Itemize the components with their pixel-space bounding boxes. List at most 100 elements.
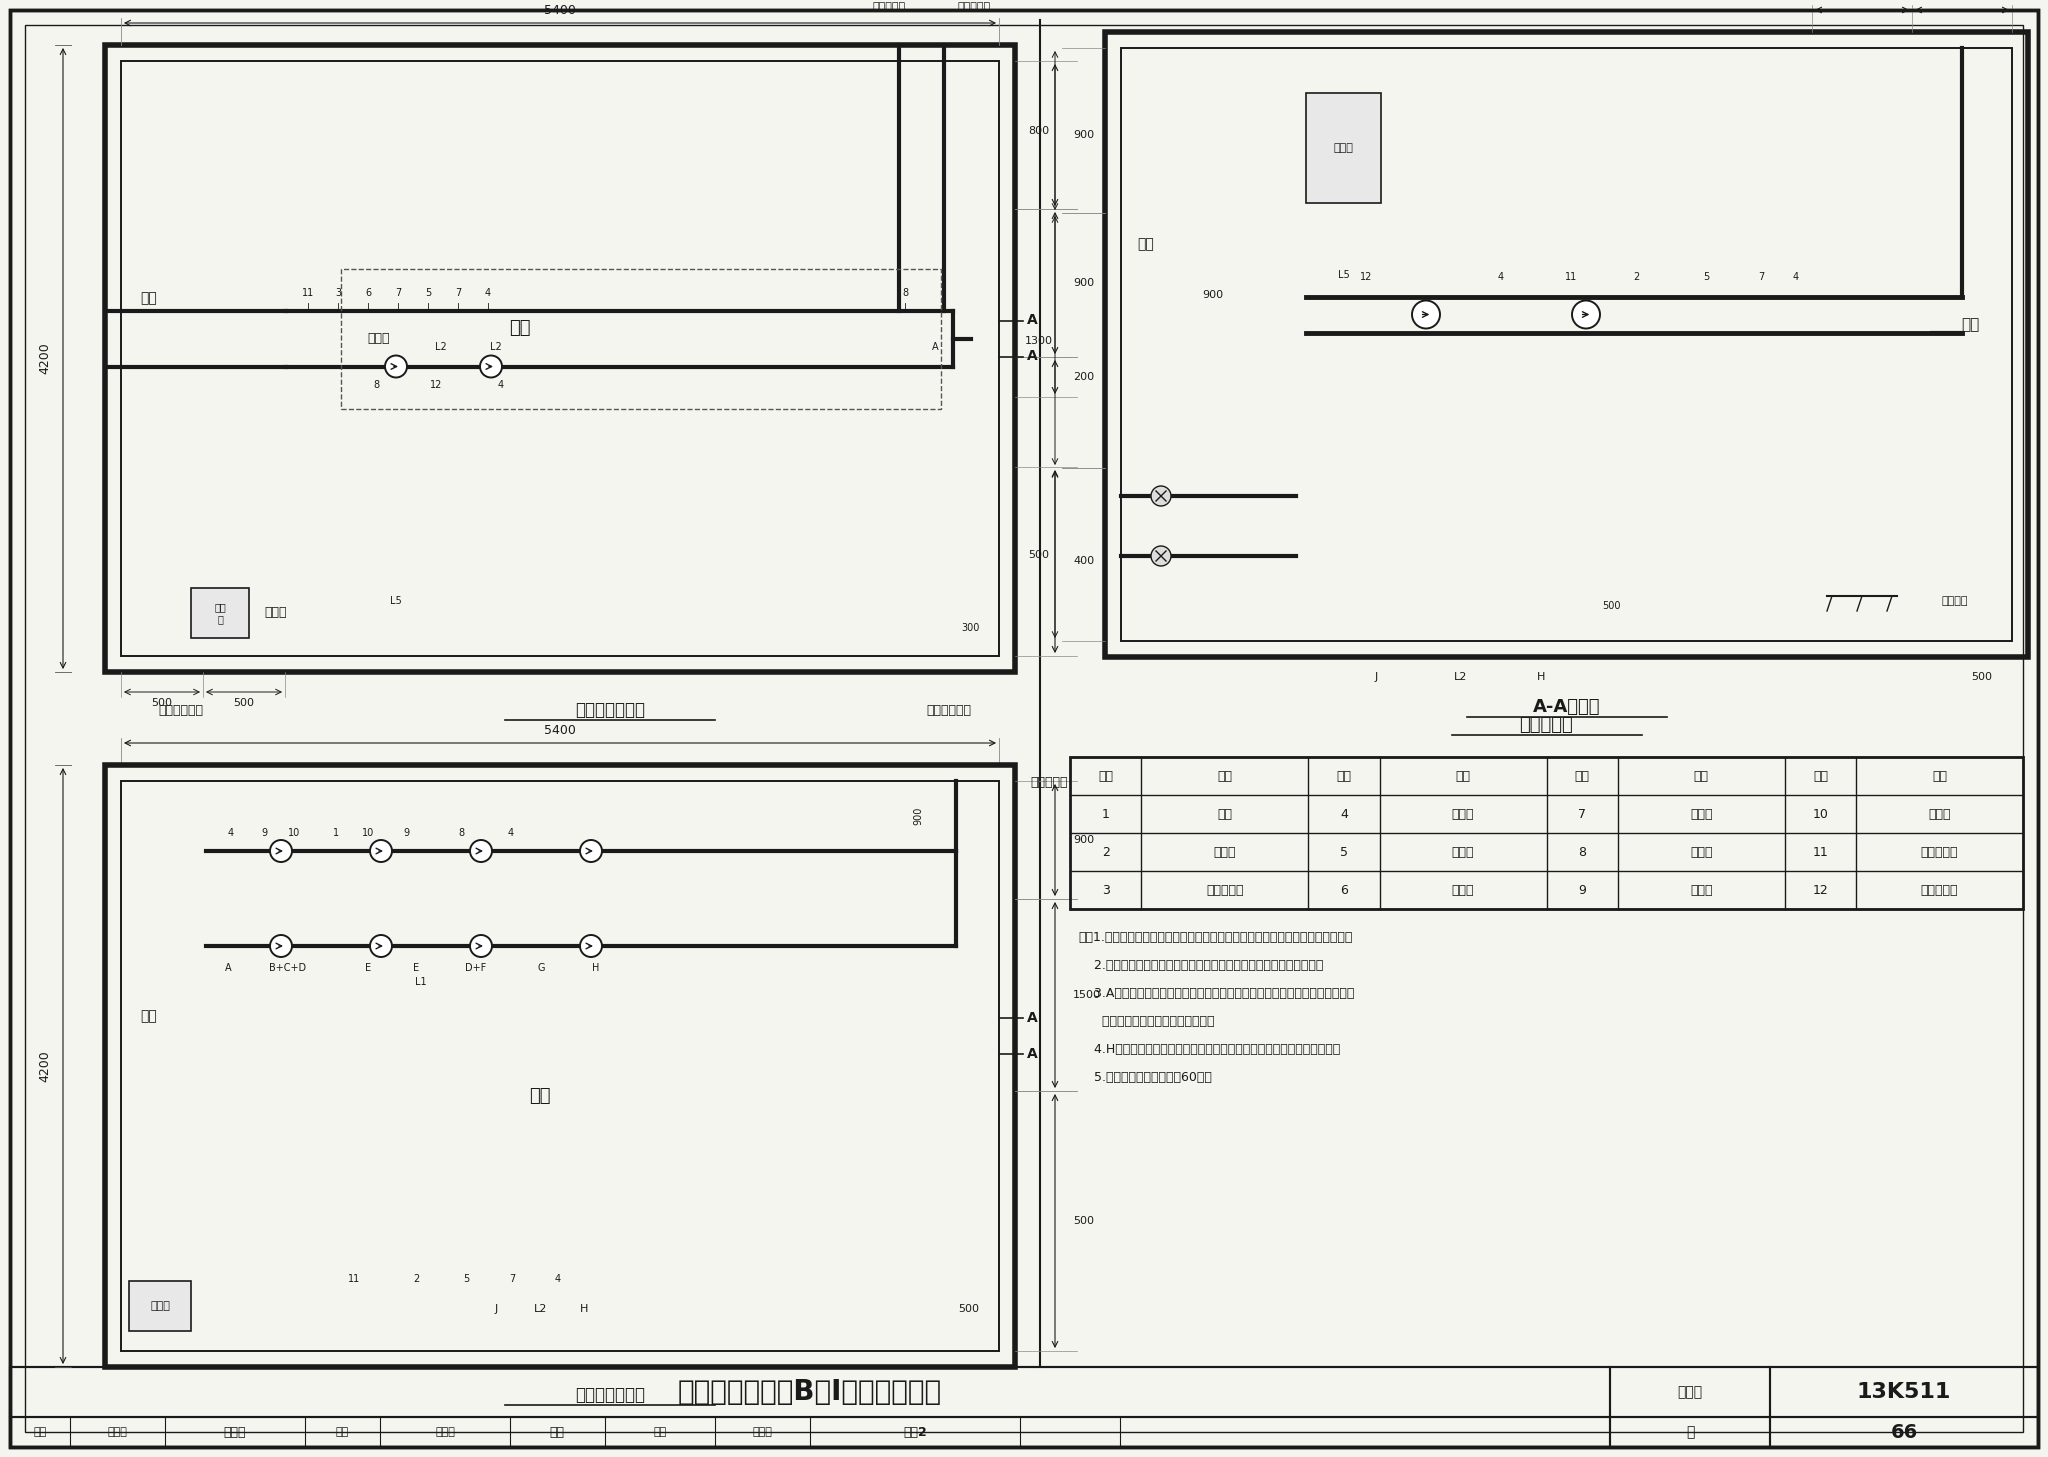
Text: 管网供水管: 管网供水管 bbox=[956, 1, 991, 12]
Text: 止回阀: 止回阀 bbox=[1690, 845, 1712, 858]
Text: H: H bbox=[1536, 672, 1544, 682]
Text: 编号: 编号 bbox=[1575, 769, 1589, 782]
Text: 8: 8 bbox=[459, 828, 465, 838]
Circle shape bbox=[1151, 546, 1171, 565]
Text: 2: 2 bbox=[414, 1273, 420, 1284]
Text: 控制柜: 控制柜 bbox=[264, 606, 287, 619]
Bar bbox=[104, 765, 1016, 1367]
Text: 外墙: 外墙 bbox=[141, 1010, 158, 1023]
Text: L2: L2 bbox=[1454, 672, 1468, 682]
Text: 签名2: 签名2 bbox=[903, 1425, 928, 1438]
Text: 图集号: 图集号 bbox=[1677, 1386, 1702, 1399]
Text: 5400: 5400 bbox=[545, 3, 575, 16]
Text: 管网回水管: 管网回水管 bbox=[872, 1, 905, 12]
Text: 7: 7 bbox=[508, 1273, 516, 1284]
Text: 莲永刚: 莲永刚 bbox=[434, 1426, 455, 1437]
Text: 4: 4 bbox=[555, 1273, 561, 1284]
Text: L2: L2 bbox=[434, 341, 446, 351]
Text: 编号: 编号 bbox=[1812, 769, 1829, 782]
Text: L5: L5 bbox=[389, 596, 401, 606]
Text: 5: 5 bbox=[1339, 845, 1348, 858]
Text: 11: 11 bbox=[301, 288, 313, 299]
Text: 3: 3 bbox=[1102, 883, 1110, 896]
Text: 900: 900 bbox=[1202, 290, 1223, 300]
Text: 名称: 名称 bbox=[1931, 769, 1948, 782]
Text: A: A bbox=[932, 341, 938, 351]
Text: 3.A型旁通管上安装关断型止回阀，具有关断和止回的功能，系统运行时截止: 3.A型旁通管上安装关断型止回阀，具有关断和止回的功能，系统运行时截止 bbox=[1077, 986, 1354, 1000]
Circle shape bbox=[270, 935, 293, 957]
Text: L2: L2 bbox=[535, 1304, 547, 1314]
Circle shape bbox=[385, 356, 408, 377]
Text: 4: 4 bbox=[485, 288, 492, 299]
Text: 页: 页 bbox=[1686, 1425, 1694, 1440]
Text: 截止阀: 截止阀 bbox=[1452, 807, 1475, 820]
Text: 机房下部平面图: 机房下部平面图 bbox=[575, 1386, 645, 1405]
Bar bbox=[121, 781, 999, 1351]
Circle shape bbox=[1573, 300, 1599, 328]
Bar bbox=[1610, 1367, 1769, 1418]
Text: 4.H型旁通管上安装截止阀，系统运行时常开，仅为调试和检修时使用。: 4.H型旁通管上安装截止阀，系统运行时常开，仅为调试和检修时使用。 bbox=[1077, 1043, 1339, 1056]
Text: E: E bbox=[414, 963, 420, 973]
Circle shape bbox=[1411, 300, 1440, 328]
Text: L2: L2 bbox=[489, 341, 502, 351]
Text: 机房: 机房 bbox=[1960, 318, 1978, 332]
Text: 控制柜: 控制柜 bbox=[1333, 143, 1354, 153]
Bar bbox=[10, 1367, 2038, 1447]
Text: 机房: 机房 bbox=[510, 319, 530, 338]
Text: 3: 3 bbox=[336, 288, 342, 299]
Text: 5: 5 bbox=[1702, 271, 1710, 281]
Text: 12: 12 bbox=[1360, 271, 1372, 281]
Text: 宽超美: 宽超美 bbox=[223, 1425, 246, 1438]
Text: 4: 4 bbox=[1339, 807, 1348, 820]
Text: 4: 4 bbox=[1792, 271, 1798, 281]
Text: 4: 4 bbox=[1497, 271, 1503, 281]
Text: 变径管: 变径管 bbox=[1929, 807, 1952, 820]
Text: 6: 6 bbox=[365, 288, 371, 299]
Text: 11: 11 bbox=[1565, 271, 1577, 281]
Text: 外墙: 外墙 bbox=[141, 291, 158, 306]
Text: D+F: D+F bbox=[465, 963, 487, 973]
Text: 900: 900 bbox=[1073, 278, 1094, 288]
Text: 控制柜: 控制柜 bbox=[150, 1301, 170, 1311]
Circle shape bbox=[469, 841, 492, 863]
Text: 4200: 4200 bbox=[39, 342, 51, 374]
Circle shape bbox=[580, 935, 602, 957]
Text: 温度计: 温度计 bbox=[1452, 883, 1475, 896]
Text: 300: 300 bbox=[963, 624, 981, 632]
Text: 9: 9 bbox=[1579, 883, 1585, 896]
Bar bbox=[10, 1367, 1610, 1418]
Text: 400: 400 bbox=[1073, 557, 1094, 567]
Text: 名称: 名称 bbox=[1694, 769, 1708, 782]
Text: 名称: 名称 bbox=[1456, 769, 1470, 782]
Text: 编号: 编号 bbox=[1098, 769, 1114, 782]
Text: 200: 200 bbox=[1073, 372, 1094, 382]
Text: 2.水泵与基础连接仅为示意，惰性块安装或隔振器减振以设计为准。: 2.水泵与基础连接仅为示意，惰性块安装或隔振器减振以设计为准。 bbox=[1077, 959, 1323, 972]
Text: 控制
柜: 控制 柜 bbox=[215, 602, 225, 624]
Text: A: A bbox=[225, 963, 231, 973]
Text: 软接头: 软接头 bbox=[1690, 883, 1712, 896]
Text: 7: 7 bbox=[1757, 271, 1763, 281]
Text: 12: 12 bbox=[430, 379, 442, 389]
Text: H: H bbox=[580, 1304, 588, 1314]
Circle shape bbox=[371, 935, 391, 957]
Circle shape bbox=[580, 841, 602, 863]
Text: 11: 11 bbox=[348, 1273, 360, 1284]
Text: 500: 500 bbox=[1028, 549, 1049, 559]
Text: 压力传感器: 压力传感器 bbox=[1921, 845, 1958, 858]
Text: 66: 66 bbox=[1890, 1422, 1917, 1441]
Text: 2: 2 bbox=[1102, 845, 1110, 858]
Text: A: A bbox=[1026, 313, 1038, 328]
Text: 10: 10 bbox=[1812, 807, 1829, 820]
Text: 5400: 5400 bbox=[545, 724, 575, 736]
Text: 500: 500 bbox=[233, 698, 254, 708]
Text: 压力表: 压力表 bbox=[1690, 807, 1712, 820]
Text: 10: 10 bbox=[289, 828, 301, 838]
Bar bbox=[342, 268, 940, 408]
Text: 1500: 1500 bbox=[1073, 989, 1102, 1000]
Bar bbox=[10, 1418, 1610, 1447]
Text: L1: L1 bbox=[416, 978, 426, 986]
Text: 2: 2 bbox=[1632, 271, 1638, 281]
Circle shape bbox=[479, 356, 502, 377]
Text: 500: 500 bbox=[1972, 672, 1993, 682]
Text: 7: 7 bbox=[1579, 807, 1587, 820]
